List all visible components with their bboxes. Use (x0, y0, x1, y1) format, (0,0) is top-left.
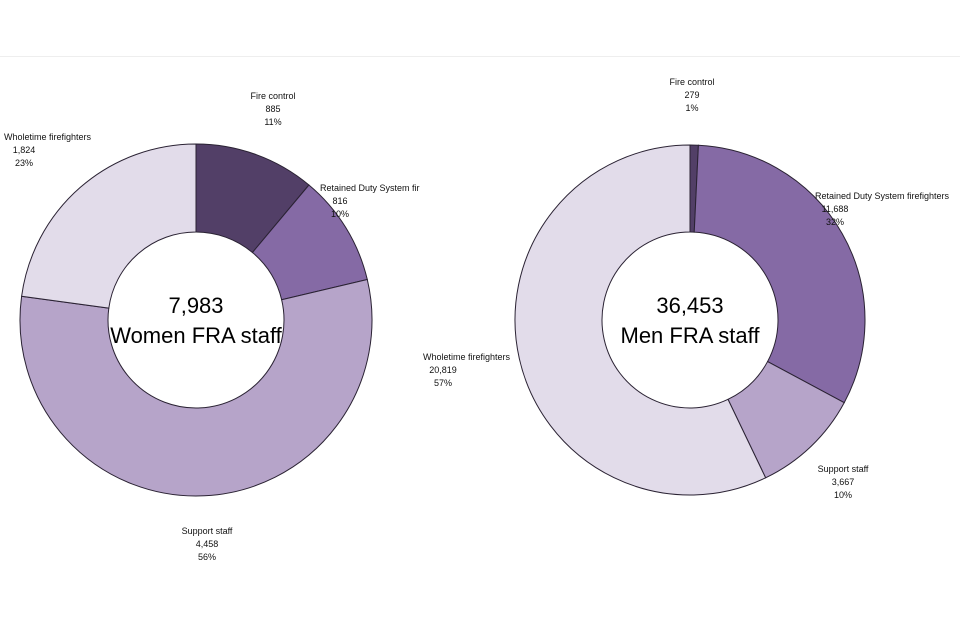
men-label-retained-duty-system-firefighters-label: Retained Duty System firefighters (815, 191, 950, 201)
men-label-wholetime-firefighters-label: Wholetime firefighters (423, 352, 511, 362)
men-slices (514, 144, 866, 496)
women-label-support-staff: Support staff 4,458 56% (182, 526, 233, 562)
women-slice-wholetime-firefighters (21, 143, 197, 309)
women-label-retained-duty-system-firefighters: Retained Duty System fir 816 10% (320, 183, 420, 219)
women-label-wholetime-firefighters-label: Wholetime firefighters (4, 132, 92, 142)
women-label-fire-control-value: 885 (265, 104, 280, 114)
men-slice-retained-duty-system-firefighters (693, 144, 866, 404)
men-caption: Men FRA staff (621, 323, 761, 348)
donut-chart-men: Fire control 279 1% Retained Duty System fi… (423, 77, 950, 500)
men-label-retained-duty-system-firefighters-value: 11,688 (822, 204, 849, 214)
women-total: 7,983 (168, 293, 223, 318)
women-slices (19, 143, 373, 497)
men-label-support-staff-percent: 10% (834, 490, 852, 500)
men-label-support-staff-value: 3,667 (832, 477, 855, 487)
men-label-support-staff-label: Support staff (818, 464, 869, 474)
men-label-retained-duty-system-firefighters: Retained Duty System firefighters 11,688 3… (815, 191, 950, 227)
women-slice-labels: Fire control 885 11% Retained Duty System f… (4, 91, 420, 562)
women-label-wholetime-firefighters: Wholetime firefighters 1,824 23% (4, 132, 92, 168)
men-label-fire-control-value: 279 (684, 90, 699, 100)
women-label-retained-duty-system-firefighters-label: Retained Duty System fir (320, 183, 420, 193)
men-label-wholetime-firefighters-value: 20,819 (429, 365, 457, 375)
women-label-fire-control-label: Fire control (250, 91, 295, 101)
men-label-fire-control: Fire control 279 1% (669, 77, 714, 113)
men-slice-wholetime-firefighters (514, 144, 767, 496)
men-label-retained-duty-system-firefighters-percent: 32% (826, 217, 844, 227)
women-label-retained-duty-system-firefighters-value: 816 (332, 196, 347, 206)
women-label-support-staff-percent: 56% (198, 552, 216, 562)
women-label-fire-control: Fire control 885 11% (250, 91, 295, 127)
men-total: 36,453 (656, 293, 723, 318)
men-label-fire-control-label: Fire control (669, 77, 714, 87)
men-label-wholetime-firefighters-percent: 57% (434, 378, 452, 388)
women-slice-support-staff (19, 278, 373, 497)
men-label-support-staff: Support staff 3,667 10% (818, 464, 869, 500)
men-label-fire-control-percent: 1% (685, 103, 698, 113)
men-slice-labels: Fire control 279 1% Retained Duty System fi… (423, 77, 950, 500)
women-caption: Women FRA staff (110, 323, 282, 348)
women-label-wholetime-firefighters-percent: 23% (15, 158, 33, 168)
men-label-wholetime-firefighters: Wholetime firefighters 20,819 57% (423, 352, 511, 388)
donut-chart-women: Fire control 885 11% Retained Duty System f… (4, 91, 420, 562)
women-label-retained-duty-system-firefighters-percent: 10% (331, 209, 349, 219)
women-label-fire-control-percent: 11% (264, 117, 281, 127)
women-label-wholetime-firefighters-value: 1,824 (13, 145, 36, 155)
women-label-support-staff-value: 4,458 (196, 539, 219, 549)
women-label-support-staff-label: Support staff (182, 526, 233, 536)
header-divider (0, 56, 960, 57)
